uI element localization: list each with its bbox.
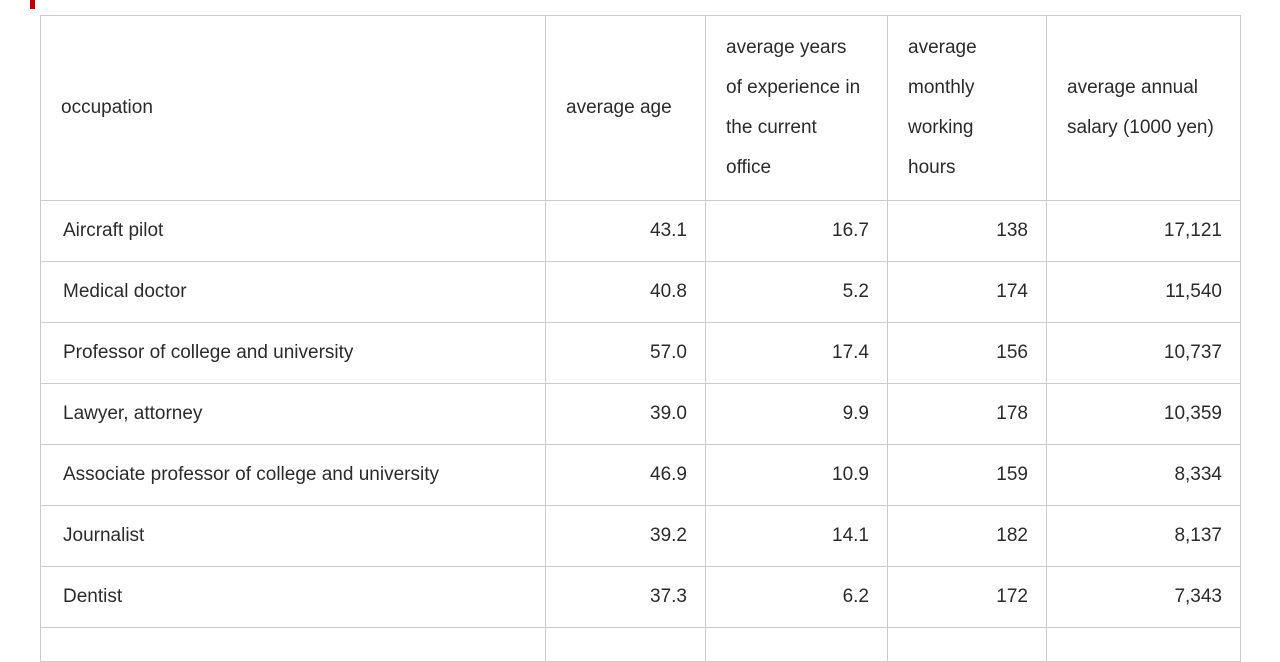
cell-empty bbox=[887, 627, 1047, 662]
cell-annual-salary: 10,737 bbox=[1046, 322, 1241, 384]
cell-years-experience: 9.9 bbox=[705, 383, 888, 445]
cell-occupation: Journalist bbox=[40, 505, 546, 567]
header-row: occupation average age average years of … bbox=[40, 15, 1241, 201]
red-artifact-mark bbox=[30, 0, 35, 9]
cell-empty bbox=[705, 627, 888, 662]
cell-working-hours: 159 bbox=[887, 444, 1047, 506]
table-row-dentist: Dentist 37.3 6.2 172 7,343 bbox=[40, 566, 1241, 628]
table-row-journalist: Journalist 39.2 14.1 182 8,137 bbox=[40, 505, 1241, 567]
cell-average-age: 40.8 bbox=[545, 261, 706, 323]
cell-years-experience: 6.2 bbox=[705, 566, 888, 628]
cell-working-hours: 182 bbox=[887, 505, 1047, 567]
column-header-average-years-experience: average years of experience in the curre… bbox=[705, 15, 888, 201]
cell-average-age: 37.3 bbox=[545, 566, 706, 628]
table-row-lawyer: Lawyer, attorney 39.0 9.9 178 10,359 bbox=[40, 383, 1241, 445]
cell-annual-salary: 10,359 bbox=[1046, 383, 1241, 445]
cell-occupation: Aircraft pilot bbox=[40, 200, 546, 262]
cell-years-experience: 17.4 bbox=[705, 322, 888, 384]
cell-average-age: 43.1 bbox=[545, 200, 706, 262]
cell-occupation: Professor of college and university bbox=[40, 322, 546, 384]
cell-empty bbox=[40, 627, 546, 662]
cell-working-hours: 174 bbox=[887, 261, 1047, 323]
column-header-occupation: occupation bbox=[40, 15, 546, 201]
cell-working-hours: 156 bbox=[887, 322, 1047, 384]
cell-annual-salary: 11,540 bbox=[1046, 261, 1241, 323]
cell-empty bbox=[1046, 627, 1241, 662]
cell-empty bbox=[545, 627, 706, 662]
column-header-average-age: average age bbox=[545, 15, 706, 201]
cell-occupation: Lawyer, attorney bbox=[40, 383, 546, 445]
occupation-stats-table: occupation average age average years of … bbox=[40, 15, 1241, 662]
table-row-medical-doctor: Medical doctor 40.8 5.2 174 11,540 bbox=[40, 261, 1241, 323]
cell-years-experience: 5.2 bbox=[705, 261, 888, 323]
cell-occupation: Associate professor of college and unive… bbox=[40, 444, 546, 506]
cell-annual-salary: 8,334 bbox=[1046, 444, 1241, 506]
cell-years-experience: 14.1 bbox=[705, 505, 888, 567]
table-row-associate-professor: Associate professor of college and unive… bbox=[40, 444, 1241, 506]
cell-average-age: 39.2 bbox=[545, 505, 706, 567]
cell-average-age: 57.0 bbox=[545, 322, 706, 384]
page: occupation average age average years of … bbox=[30, 0, 1241, 662]
cell-working-hours: 172 bbox=[887, 566, 1047, 628]
column-header-monthly-working-hours: average monthly working hours bbox=[887, 15, 1047, 201]
cell-working-hours: 178 bbox=[887, 383, 1047, 445]
cell-occupation: Medical doctor bbox=[40, 261, 546, 323]
cell-annual-salary: 7,343 bbox=[1046, 566, 1241, 628]
table-row-aircraft-pilot: Aircraft pilot 43.1 16.7 138 17,121 bbox=[40, 200, 1241, 262]
cell-working-hours: 138 bbox=[887, 200, 1047, 262]
cell-occupation: Dentist bbox=[40, 566, 546, 628]
table-row-partial bbox=[40, 627, 1241, 662]
cell-average-age: 46.9 bbox=[545, 444, 706, 506]
table-row-professor: Professor of college and university 57.0… bbox=[40, 322, 1241, 384]
cell-years-experience: 16.7 bbox=[705, 200, 888, 262]
column-header-annual-salary: average annual salary (1000 yen) bbox=[1046, 15, 1241, 201]
cell-average-age: 39.0 bbox=[545, 383, 706, 445]
cell-years-experience: 10.9 bbox=[705, 444, 888, 506]
cell-annual-salary: 8,137 bbox=[1046, 505, 1241, 567]
cell-annual-salary: 17,121 bbox=[1046, 200, 1241, 262]
